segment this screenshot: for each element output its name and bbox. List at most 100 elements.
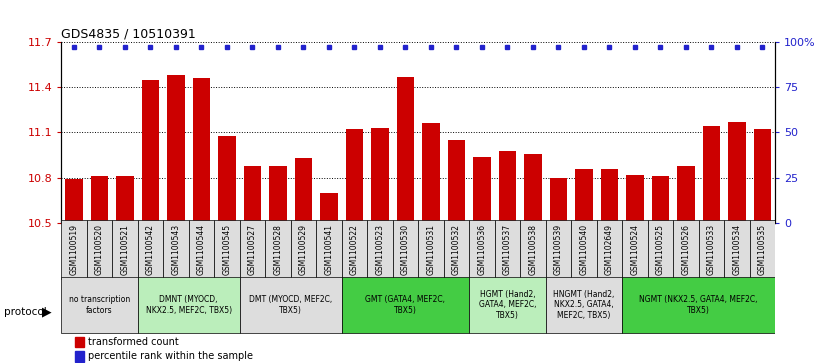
Text: GSM1100536: GSM1100536 [477, 224, 486, 275]
Bar [138, 220, 163, 280]
Bar [724, 220, 750, 280]
Bar [626, 175, 644, 223]
Bar [75, 351, 84, 362]
Bar [397, 77, 415, 223]
Bar [753, 130, 771, 223]
Text: GSM1100523: GSM1100523 [375, 224, 384, 275]
Bar [265, 220, 290, 280]
Bar [524, 154, 542, 223]
Bar [444, 220, 469, 280]
Bar [167, 75, 185, 223]
Text: HNGMT (Hand2,
NKX2.5, GATA4,
MEF2C, TBX5): HNGMT (Hand2, NKX2.5, GATA4, MEF2C, TBX5… [553, 290, 614, 320]
Bar [549, 178, 567, 223]
Bar [214, 220, 240, 280]
Text: GSM1102649: GSM1102649 [605, 224, 614, 275]
Text: GSM1100539: GSM1100539 [554, 224, 563, 275]
Text: ▶: ▶ [42, 306, 52, 319]
Text: protocol: protocol [4, 307, 47, 317]
Text: GSM1100529: GSM1100529 [299, 224, 308, 275]
Bar [651, 176, 669, 223]
Bar [290, 220, 316, 280]
Text: GSM1100531: GSM1100531 [427, 224, 436, 275]
Bar [141, 79, 159, 223]
Bar [703, 126, 721, 223]
Bar [469, 277, 546, 333]
Bar [320, 193, 338, 223]
Bar [750, 220, 775, 280]
Text: GSM1100528: GSM1100528 [273, 224, 282, 275]
Text: GSM1100534: GSM1100534 [733, 224, 742, 275]
Bar [499, 151, 517, 223]
Bar [295, 158, 313, 223]
Bar [520, 220, 546, 280]
Bar [596, 220, 622, 280]
Bar [188, 220, 214, 280]
Text: GSM1100538: GSM1100538 [529, 224, 538, 275]
Bar [116, 176, 134, 223]
Text: GSM1100542: GSM1100542 [146, 224, 155, 275]
Bar [316, 220, 342, 280]
Bar [392, 220, 418, 280]
Bar [469, 220, 494, 280]
Bar [601, 169, 619, 223]
Text: GSM1100544: GSM1100544 [197, 224, 206, 275]
Bar [243, 166, 261, 223]
Text: GSM1100520: GSM1100520 [95, 224, 104, 275]
Text: GSM1100543: GSM1100543 [171, 224, 180, 275]
Bar [677, 166, 695, 223]
Bar [65, 179, 83, 223]
Text: GSM1100533: GSM1100533 [707, 224, 716, 275]
Text: DMT (MYOCD, MEF2C,
TBX5): DMT (MYOCD, MEF2C, TBX5) [249, 295, 332, 315]
Bar [91, 176, 109, 223]
Bar [138, 277, 240, 333]
Text: GSM1100530: GSM1100530 [401, 224, 410, 275]
Text: transformed count: transformed count [88, 337, 179, 347]
Bar [163, 220, 188, 280]
Bar [240, 277, 342, 333]
Text: GSM1100525: GSM1100525 [656, 224, 665, 275]
Text: GSM1100522: GSM1100522 [350, 224, 359, 275]
Text: GSM1100535: GSM1100535 [758, 224, 767, 275]
Bar [473, 157, 491, 223]
Bar [422, 123, 440, 223]
Bar [622, 220, 648, 280]
Bar [546, 277, 622, 333]
Bar [342, 277, 469, 333]
Bar [86, 220, 112, 280]
Bar [345, 130, 363, 223]
Bar [75, 337, 84, 347]
Bar [342, 220, 367, 280]
Text: GSM1100540: GSM1100540 [579, 224, 588, 275]
Text: GSM1100521: GSM1100521 [121, 224, 130, 275]
Bar [648, 220, 673, 280]
Bar [673, 220, 698, 280]
Text: GSM1100537: GSM1100537 [503, 224, 512, 275]
Text: GDS4835 / 10510391: GDS4835 / 10510391 [61, 28, 196, 41]
Text: GSM1100526: GSM1100526 [681, 224, 690, 275]
Text: GSM1100541: GSM1100541 [325, 224, 334, 275]
Text: no transcription
factors: no transcription factors [69, 295, 130, 315]
Text: DMNT (MYOCD,
NKX2.5, MEF2C, TBX5): DMNT (MYOCD, NKX2.5, MEF2C, TBX5) [145, 295, 232, 315]
Bar [494, 220, 520, 280]
Text: NGMT (NKX2.5, GATA4, MEF2C,
TBX5): NGMT (NKX2.5, GATA4, MEF2C, TBX5) [640, 295, 758, 315]
Bar [371, 128, 389, 223]
Bar [418, 220, 444, 280]
Text: GSM1100527: GSM1100527 [248, 224, 257, 275]
Bar [218, 135, 236, 223]
Bar [546, 220, 571, 280]
Text: GSM1100532: GSM1100532 [452, 224, 461, 275]
Bar [193, 78, 211, 223]
Bar [61, 277, 138, 333]
Text: GSM1100519: GSM1100519 [69, 224, 78, 275]
Bar [571, 220, 596, 280]
Bar [447, 140, 465, 223]
Bar [622, 277, 775, 333]
Bar [367, 220, 392, 280]
Bar [698, 220, 724, 280]
Text: GMT (GATA4, MEF2C,
TBX5): GMT (GATA4, MEF2C, TBX5) [366, 295, 446, 315]
Bar [728, 122, 746, 223]
Bar [575, 169, 593, 223]
Text: percentile rank within the sample: percentile rank within the sample [88, 351, 253, 361]
Bar [61, 220, 86, 280]
Bar [240, 220, 265, 280]
